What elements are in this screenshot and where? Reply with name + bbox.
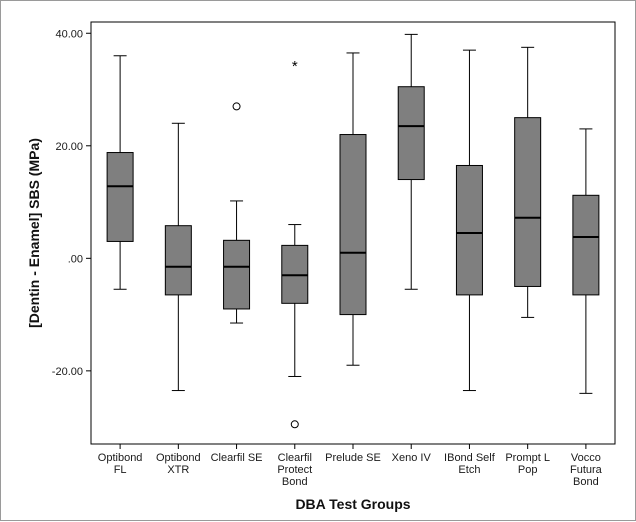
box-group — [572, 128, 600, 394]
box-group — [514, 46, 542, 318]
x-axis-title: DBA Test Groups — [295, 496, 410, 512]
y-axis-title: [Dentin - Enamel] SBS (MPa) — [26, 138, 42, 328]
y-tick-label: .00 — [68, 253, 83, 265]
y-tick-label: -20.00 — [52, 366, 83, 378]
box-group — [164, 122, 192, 392]
box-iqr — [572, 194, 600, 296]
x-category-label-line: Xeno IV — [392, 452, 432, 464]
box-iqr — [455, 164, 483, 296]
box-iqr — [514, 117, 542, 287]
box-group — [397, 33, 425, 290]
outlier-point — [290, 420, 299, 429]
box-group: * — [281, 58, 309, 429]
x-category-label: Prompt L Pop — [505, 452, 550, 476]
y-axis: 40.00 20.00 .00 -20.00 — [52, 28, 91, 378]
box-iqr — [106, 152, 134, 242]
x-category-label: IBond Self Etch — [444, 452, 496, 476]
x-category-label-line: Pop — [518, 464, 538, 476]
x-category-label-line: Optibond — [98, 452, 143, 464]
x-category-label-line: Bond — [282, 476, 308, 488]
box-group — [106, 55, 134, 290]
x-category-label-line: Bond — [573, 476, 599, 488]
box-iqr — [397, 86, 425, 181]
x-category-label-line: FL — [114, 464, 127, 476]
x-category-label-line: Clearfil — [278, 452, 312, 464]
x-category-label-line: Vocco — [571, 452, 601, 464]
box-iqr — [164, 225, 192, 296]
box-iqr — [223, 239, 251, 310]
x-category-label-line: XTR — [167, 464, 189, 476]
outlier-point — [232, 102, 241, 111]
x-category-label-line: Optibond — [156, 452, 201, 464]
box-group — [223, 102, 251, 324]
x-category-label: Clearfil Protect Bond — [277, 452, 312, 488]
box-group — [339, 52, 367, 366]
box-series: * — [106, 33, 600, 429]
x-category-label-line: Futura — [570, 464, 603, 476]
box-group — [455, 49, 483, 392]
x-category-label: Vocco Futura Bond — [570, 452, 603, 488]
x-category-label: Clearfil SE — [211, 452, 263, 464]
x-category-label-line: Prompt L — [505, 452, 550, 464]
x-category-label-line: IBond Self — [444, 452, 496, 464]
x-category-label: Prelude SE — [325, 452, 381, 464]
x-category-label-line: Etch — [458, 464, 480, 476]
x-category-label-line: Protect — [277, 464, 312, 476]
y-tick-label: 40.00 — [55, 28, 83, 40]
x-category-label: Xeno IV — [392, 452, 432, 464]
x-category-label-line: Clearfil SE — [211, 452, 263, 464]
box-iqr — [339, 134, 367, 316]
extreme-point: * — [292, 58, 298, 75]
x-category-label: Optibond FL — [98, 452, 143, 476]
x-category-label: Optibond XTR — [156, 452, 201, 476]
y-tick-label: 20.00 — [55, 141, 83, 153]
x-category-label-line: Prelude SE — [325, 452, 381, 464]
